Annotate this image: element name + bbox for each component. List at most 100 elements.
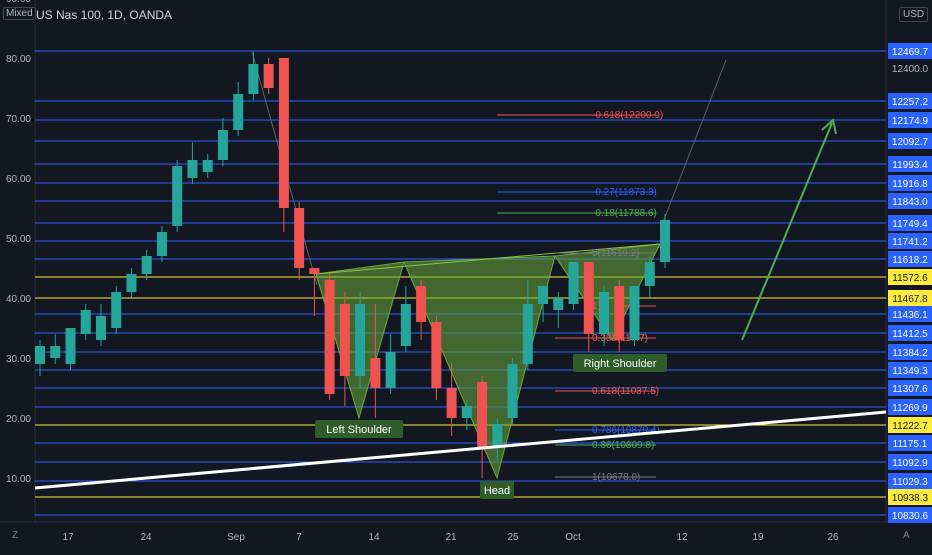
price-label-box (888, 133, 932, 149)
currency-button[interactable]: USD (899, 7, 929, 22)
price-label-box (888, 193, 932, 209)
price-label-box (888, 269, 932, 285)
candle-body (644, 262, 655, 286)
candle-body (660, 220, 670, 262)
x-axis-tick-label: 24 (140, 532, 152, 543)
candle-body (263, 64, 274, 88)
price-label: 11412.5 (892, 329, 928, 340)
pattern-label: Head (484, 485, 510, 497)
candle-body (339, 304, 350, 376)
price-label: 12257.2 (892, 97, 929, 108)
price-label-box (888, 344, 932, 360)
price-label: 11618.2 (892, 255, 928, 266)
price-label: 11384.2 (892, 348, 928, 359)
x-axis-tick-label: 21 (445, 532, 457, 543)
price-label: 12400.0 (892, 64, 929, 75)
candle-body (461, 406, 472, 418)
price-label: 11092.9 (892, 458, 928, 469)
pattern-label: Right Shoulder (584, 358, 657, 370)
price-label-box (888, 325, 932, 341)
candle-body (309, 268, 320, 274)
candle-body (294, 208, 305, 268)
left-axis-tick-label: 40.00 (6, 294, 31, 305)
left-axis-tick-label: 30.00 (6, 354, 31, 365)
candle-body (111, 292, 122, 328)
auto-scale-button[interactable]: A (903, 530, 910, 541)
price-label: 12174.9 (892, 116, 929, 127)
pattern-label-box (573, 354, 667, 372)
price-label: 11843.0 (892, 197, 928, 208)
candle-body (233, 94, 244, 130)
candle-body (614, 286, 625, 340)
candle-body (599, 292, 610, 334)
price-label: 11993.4 (892, 160, 928, 171)
candle-body (431, 322, 442, 388)
price-label-box (888, 290, 932, 306)
candle-body (95, 316, 106, 340)
neckline (315, 243, 661, 275)
price-label: 11749.4 (892, 219, 928, 230)
price-label: 11307.6 (892, 384, 928, 395)
fib-level-label: -0.18(11788.6) (592, 208, 657, 219)
x-axis-tick-label: 25 (507, 532, 519, 543)
x-axis-tick-label: 14 (368, 532, 380, 543)
price-label-box (888, 380, 932, 396)
candle-body (156, 232, 167, 256)
price-label-box (888, 112, 932, 128)
candle-body (477, 382, 488, 448)
candle-body (35, 346, 45, 364)
pattern-label-box (480, 481, 514, 499)
price-label-box (888, 417, 932, 433)
candle-body (553, 298, 564, 310)
left-axis-tick-label: 70.00 (6, 114, 31, 125)
price-label-box (888, 251, 932, 267)
left-axis-tick-label: 10.00 (6, 474, 31, 485)
candle-body (629, 286, 640, 340)
x-axis-tick-label: 26 (827, 532, 839, 543)
price-label: 10938.3 (892, 493, 929, 504)
price-label: 11029.3 (892, 477, 928, 488)
price-label: 10830.6 (892, 511, 929, 522)
candle-body (248, 64, 259, 94)
price-label-box (888, 435, 932, 451)
candle-body (324, 280, 335, 394)
x-axis-tick-label: Sep (227, 532, 245, 543)
candle-body (80, 310, 91, 334)
projection-arrow (741, 122, 833, 341)
timezone-button[interactable]: Z (12, 530, 19, 541)
price-label-box (888, 93, 932, 109)
candle-body (172, 166, 183, 226)
candle-body (538, 286, 549, 304)
ticker-title[interactable]: US Nas 100, 1D, OANDA (36, 8, 173, 22)
price-label: 11916.8 (892, 179, 928, 190)
price-label-box (888, 43, 932, 59)
candle-body (50, 346, 61, 358)
fib-level-label: 0(11619.2) (592, 248, 640, 259)
price-label: 12092.7 (892, 137, 929, 148)
pattern-label-box (315, 420, 403, 438)
fib-level-label: 0.618(11037.5) (592, 386, 659, 397)
candle-body (187, 160, 198, 178)
fib-level-label: 0.786(10879.4) (592, 425, 660, 436)
pattern-label: Left Shoulder (326, 424, 392, 436)
head-shape (403, 255, 556, 480)
price-label-box (888, 306, 932, 322)
left-axis-tick-label: 50.00 (6, 234, 31, 245)
candle-body (507, 364, 518, 418)
price-label-box (888, 156, 932, 172)
price-label: 11349.3 (892, 366, 928, 377)
price-label: 11436.1 (892, 310, 928, 321)
candle-body (355, 304, 366, 376)
candle-body (568, 262, 579, 304)
left-axis-tick-label: 60.00 (6, 174, 31, 185)
x-axis-tick-label: Oct (565, 532, 581, 543)
candle-body (400, 304, 411, 346)
candle-body (141, 256, 152, 274)
scale-mode-button[interactable]: Mixed (3, 7, 36, 20)
projection-line (659, 59, 727, 231)
price-label-box (888, 215, 932, 231)
price-label: 11572.6 (892, 273, 928, 284)
candle-body (385, 352, 396, 388)
